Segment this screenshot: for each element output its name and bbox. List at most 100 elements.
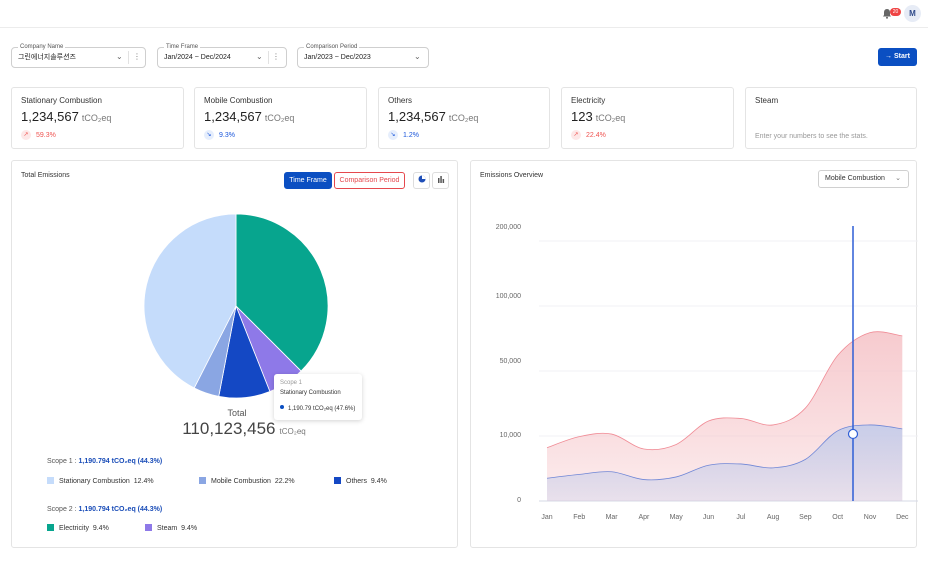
legend-swatch (199, 477, 206, 484)
scope-2-summary: Scope 2 : 1,190.794 tCO₂eq (44.3%) (47, 506, 163, 513)
trend-down-icon: ↘ (204, 130, 214, 140)
stat-card-value: 123 tCO₂eq (571, 109, 626, 124)
x-tick: Oct (832, 514, 844, 521)
area-series-time-frame (547, 424, 903, 501)
legend-swatch (47, 477, 54, 484)
stat-card-change: ↘ 9.3% (204, 130, 235, 140)
stat-card-electricity: Electricity 123 tCO₂eq ↗ 22.4% (561, 87, 734, 149)
legend-swatch (145, 524, 152, 531)
stat-card-value: 1,234,567 tCO₂eq (388, 109, 479, 124)
panel-title: Total Emissions (21, 172, 70, 179)
line-series-time-frame (546, 424, 903, 481)
stat-card-title: Others (388, 96, 413, 105)
y-tick: 10,000 (499, 432, 521, 439)
emissions-overview-panel: Emissions Overview Mobile Combustion ⌄ 2… (470, 160, 918, 548)
pie-slice-stationary-combustion[interactable] (143, 213, 237, 389)
time-frame-select-label: Time Frame (164, 43, 201, 51)
x-tick: Jan (541, 514, 553, 521)
stat-card-change: ↘ 1.2% (388, 130, 419, 140)
bar-chart-icon[interactable] (432, 172, 449, 189)
chevron-down-icon: ⌄ (895, 175, 901, 182)
stat-card-hint: Enter your numbers to see the stats. (755, 133, 868, 140)
y-tick: 0 (517, 497, 521, 504)
stat-card-mobile: Mobile Combustion 1,234,567 tCO₂eq ↘ 9.3% (194, 87, 367, 149)
stat-card-change: ↗ 59.3% (21, 130, 56, 140)
legend-others: Others 9.4% (334, 477, 387, 485)
legend-swatch (334, 477, 341, 484)
chevron-down-icon: ⌄ (256, 52, 263, 61)
more-vertical-icon[interactable]: ⋮ (272, 52, 280, 61)
trend-up-icon: ↗ (571, 130, 581, 140)
arrow-right-icon: → (885, 53, 893, 60)
pie-tooltip: Scope 1 Stationary Combustion 1,190.79 t… (274, 374, 362, 420)
panel-title: Emissions Overview (480, 172, 544, 179)
x-tick: Sep (799, 514, 812, 521)
scope-1-summary: Scope 1 : 1,190.794 tCO₂eq (44.3%) (47, 458, 163, 465)
tooltip-value: 1,190.79 tCO₂eq (47.6%) (280, 405, 355, 412)
pie-chart (143, 213, 329, 399)
comparison-select-value: Jan/2023 ~ Dec/2023 (304, 54, 371, 61)
total-value: 110,123,456 tCO₂eq (182, 419, 306, 438)
x-tick: May (669, 514, 683, 521)
time-frame-select[interactable]: Time Frame Jan/2024 ~ Dec/2024 ⌄ ⋮ (157, 43, 287, 68)
time-frame-select-value: Jan/2024 ~ Dec/2024 (164, 54, 231, 61)
area-chart (539, 226, 918, 502)
y-tick: 100,000 (495, 293, 521, 300)
stat-card-title: Stationary Combustion (21, 96, 102, 105)
bell-icon[interactable] (882, 8, 892, 19)
top-bar: 20 M (0, 0, 928, 28)
stat-card-stationary: Stationary Combustion 1,234,567 tCO₂eq ↗ 5… (11, 87, 184, 149)
trend-down-icon: ↘ (388, 130, 398, 140)
x-tick: Feb (573, 514, 586, 521)
hover-point[interactable] (847, 428, 859, 440)
stat-card-title: Mobile Combustion (204, 96, 273, 105)
more-vertical-icon[interactable]: ⋮ (133, 52, 141, 61)
legend-stationary: Stationary Combustion 12.4% (47, 477, 154, 485)
stat-card-title: Electricity (571, 96, 606, 105)
company-select[interactable]: Company Name 그린에너지솔루션즈 ⌄ ⋮ (11, 43, 146, 68)
pie-slice-electricity[interactable] (235, 213, 329, 372)
legend-mobile: Mobile Combustion 22.2% (199, 477, 295, 485)
category-select[interactable]: Mobile Combustion ⌄ (818, 170, 909, 188)
company-select-label: Company Name (18, 43, 66, 51)
stat-card-value: 1,234,567 tCO₂eq (21, 109, 112, 124)
chevron-down-icon: ⌄ (116, 52, 123, 61)
stat-card-title: Steam (755, 96, 779, 105)
legend-electricity: Electricity 9.4% (47, 524, 109, 532)
stat-card-value: 1,234,567 tCO₂eq (204, 109, 295, 124)
x-tick: Aug (766, 514, 780, 521)
total-emissions-panel: Total Emissions Time Frame Comparison Pe… (11, 160, 458, 548)
start-button-label: Start (894, 53, 910, 60)
x-tick: Jun (702, 514, 715, 521)
comparison-select-label: Comparison Period (304, 43, 360, 51)
total-label: Total (227, 408, 247, 418)
x-tick: Apr (638, 514, 650, 521)
tooltip-scope: Scope 1 (280, 380, 303, 386)
notification-badge: 20 (890, 8, 901, 16)
select-divider (268, 51, 269, 64)
comparison-period-toggle[interactable]: Comparison Period (334, 172, 405, 189)
select-divider (128, 51, 129, 64)
start-button[interactable]: → Start (878, 48, 917, 66)
stat-card-others: Others 1,234,567 tCO₂eq ↘ 1.2% (378, 87, 550, 149)
x-tick: Dec (896, 514, 909, 521)
pie-chart-icon[interactable] (413, 172, 430, 189)
legend-steam: Steam 9.4% (145, 524, 197, 532)
tooltip-name: Stationary Combustion (280, 390, 341, 396)
trend-up-icon: ↗ (21, 130, 31, 140)
stat-card-change: ↗ 22.4% (571, 130, 606, 140)
x-tick: Jul (736, 514, 746, 521)
time-frame-toggle[interactable]: Time Frame (284, 172, 332, 189)
category-select-value: Mobile Combustion (825, 175, 885, 182)
line-series-comparison-period (546, 331, 903, 451)
y-tick: 200,000 (495, 224, 521, 231)
x-tick: Nov (863, 514, 877, 521)
y-tick: 50,000 (499, 358, 521, 365)
stat-card-steam: Steam Enter your numbers to see the stat… (745, 87, 917, 149)
company-select-value: 그린에너지솔루션즈 (18, 54, 76, 61)
legend-swatch (47, 524, 54, 531)
comparison-period-select[interactable]: Comparison Period Jan/2023 ~ Dec/2023 ⌄ (297, 43, 429, 68)
chevron-down-icon: ⌄ (414, 52, 421, 61)
avatar[interactable]: M (904, 5, 921, 22)
x-tick: Mar (605, 514, 618, 521)
